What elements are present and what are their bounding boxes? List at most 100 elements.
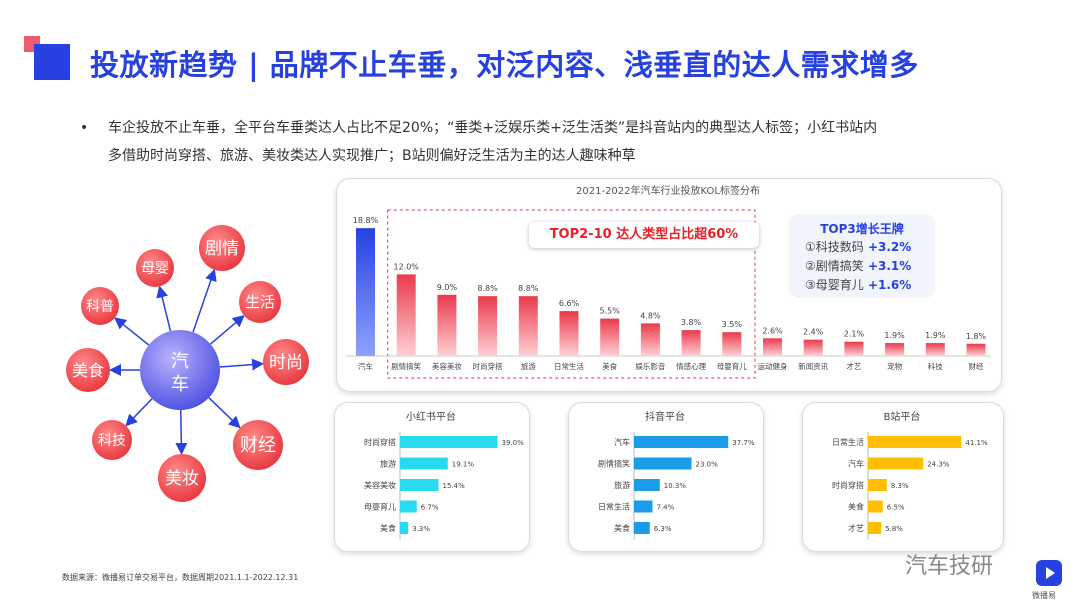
mindmap-center-char-2: 车 xyxy=(171,374,189,395)
top3-item-value: +3.2% xyxy=(863,240,912,254)
y-tick-label: 时尚穿搭 xyxy=(832,480,864,490)
x-tick-label: 财经 xyxy=(969,361,984,371)
top2-10-highlight-box xyxy=(387,209,756,379)
bar xyxy=(966,343,986,356)
mindmap-node-label: 生活 xyxy=(245,293,275,311)
top3-item-label: ③母婴育儿 xyxy=(805,278,864,292)
mindmap-node-circle xyxy=(81,287,119,325)
data-label: 41.1% xyxy=(965,439,988,447)
bar xyxy=(868,500,883,513)
bar xyxy=(844,341,864,356)
top3-item: ③母婴育儿 +1.6% xyxy=(805,276,911,295)
top3-item: ①科技数码 +3.2% xyxy=(805,238,911,257)
data-label: 1.9% xyxy=(884,331,905,340)
x-tick-label: 日常生活 xyxy=(554,361,584,371)
mindmap-connector xyxy=(156,285,172,332)
data-label: 6.7% xyxy=(421,504,439,512)
x-tick-label: 才艺 xyxy=(846,361,861,371)
bar xyxy=(803,339,823,356)
bar xyxy=(868,436,962,448)
bar xyxy=(559,311,579,356)
y-tick-label: 母婴育儿 xyxy=(364,502,396,512)
data-label: 8.3% xyxy=(891,482,909,490)
y-tick-label: 时尚穿搭 xyxy=(364,437,396,447)
data-label: 6.6% xyxy=(559,299,580,308)
brand-logo-text: 微播易 xyxy=(1032,591,1056,600)
brand-watermark: 汽车技研 xyxy=(905,554,994,579)
data-label: 6.5% xyxy=(887,504,905,512)
top3-item-label: ②剧情搞笑 xyxy=(805,259,864,273)
top3-item: ②剧情搞笑 +3.1% xyxy=(805,257,911,276)
mindmap-node-label: 科普 xyxy=(86,299,114,315)
mindmap-connector xyxy=(192,268,217,333)
data-label: 3.3% xyxy=(412,525,430,533)
x-tick-label: 运动健身 xyxy=(758,361,788,371)
bar xyxy=(868,457,924,470)
bar xyxy=(681,330,701,356)
data-label: 39.0% xyxy=(502,439,525,447)
bar xyxy=(868,479,887,491)
chart-title: B站平台 xyxy=(884,410,921,423)
mindmap-connector xyxy=(175,409,188,456)
y-tick-label: 剧情搞笑 xyxy=(598,459,630,469)
top3-title: TOP3增长王牌 xyxy=(820,222,904,236)
data-label: 37.7% xyxy=(732,439,755,447)
top-badge: TOP2-10 达人类型占比超60% xyxy=(529,222,759,248)
mindmap-node-label: 剧情 xyxy=(205,239,239,259)
bar xyxy=(634,522,650,534)
mindmap-connector xyxy=(114,317,150,346)
data-label: 2.1% xyxy=(844,330,865,339)
mindmap-node-circle xyxy=(92,420,132,460)
data-label: 12.0% xyxy=(393,262,419,271)
data-label: 8.8% xyxy=(518,284,539,293)
bullet-text: 车企投放不止车垂，全平台车垂类达人占比不足20%；“垂类+泛娱乐类+泛生活类”是… xyxy=(108,114,1008,170)
top3-item-value: +3.1% xyxy=(863,259,912,273)
data-label: 5.5% xyxy=(600,307,621,316)
data-label: 19.1% xyxy=(452,461,475,469)
bar xyxy=(356,228,375,356)
mindmap-node-circle xyxy=(199,225,245,271)
x-tick-label: 汽车 xyxy=(358,361,373,371)
x-tick-label: 剧情搞笑 xyxy=(391,361,421,371)
y-tick-label: 美食 xyxy=(614,523,630,533)
bar xyxy=(868,522,882,534)
bar xyxy=(396,274,416,356)
data-label: 5.8% xyxy=(885,525,903,533)
bar xyxy=(400,479,439,491)
main-bar-chart: 2021-2022年汽车行业投放KOL标签分布 18.8% 汽车 12.0% 剧情搞笑 9… xyxy=(346,184,990,379)
mindmap-node-circle xyxy=(136,249,174,287)
y-tick-label: 美食 xyxy=(848,502,864,512)
y-tick-label: 汽车 xyxy=(614,437,630,447)
y-tick-label: 旅游 xyxy=(614,480,630,490)
data-label: 7.4% xyxy=(657,504,675,512)
x-tick-label: 科技 xyxy=(928,361,943,371)
x-tick-label: 情感心理 xyxy=(676,361,706,371)
data-label: 4.8% xyxy=(640,311,661,320)
brand-logo-icon xyxy=(1036,560,1062,586)
mindmap-connector xyxy=(208,397,241,429)
mindmap-connector xyxy=(125,398,153,427)
data-label: 18.8% xyxy=(353,216,379,225)
mindmap-node-label: 财经 xyxy=(240,435,276,456)
xiaohongshu-panel xyxy=(334,402,530,552)
data-label: 6.3% xyxy=(654,525,672,533)
douyin-panel xyxy=(568,402,764,552)
data-label: 1.9% xyxy=(925,331,946,340)
mindmap-node-circle xyxy=(233,420,283,470)
mindmap-node-circle xyxy=(66,348,110,392)
mindmap-center-circle xyxy=(140,330,220,410)
bar xyxy=(634,457,692,470)
bar xyxy=(437,294,457,356)
y-tick-label: 旅游 xyxy=(380,459,396,469)
bar xyxy=(478,296,498,356)
bar xyxy=(400,436,498,448)
bullet-line-1: 车企投放不止车垂，全平台车垂类达人占比不足20%；“垂类+泛娱乐类+泛生活类”是… xyxy=(108,120,878,136)
y-tick-label: 美食 xyxy=(380,523,396,533)
mindmap-node-circle xyxy=(239,281,281,323)
x-tick-label: 时尚穿搭 xyxy=(473,361,503,371)
y-tick-label: 美容美妆 xyxy=(364,480,396,490)
bar xyxy=(925,343,945,356)
bullet-line-2: 多借助时尚穿搭、旅游、美妆类达人实现推广；B站则偏好泛生活为主的达人趣味种草 xyxy=(108,148,636,164)
